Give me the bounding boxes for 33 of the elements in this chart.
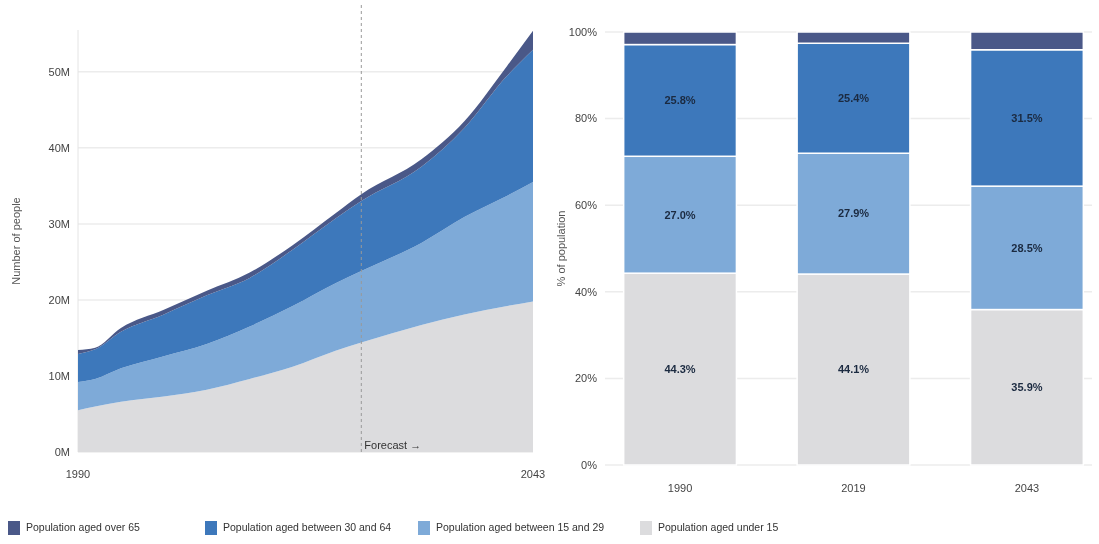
data-label: 25.8% [664,94,696,107]
y-tick-label: 0M [54,445,70,458]
data-label: 28.5% [1011,241,1043,254]
x-tick-label: 2043 [520,468,546,480]
legend-label: Population aged under 15 [658,521,779,534]
data-label: 44.1% [837,363,870,376]
y-tick-label: 10M [48,369,70,382]
y-axis-title: Number of people [10,197,22,285]
y-tick-label: 60% [574,199,598,212]
y-tick-label: 0% [581,458,598,471]
y-tick-label: 50M [48,65,70,78]
legend-label: Population aged over 65 [26,521,140,534]
ref-line-label: Forecast → [364,439,422,451]
data-label: 27.9% [837,207,870,220]
y-tick-label: 20% [574,372,598,385]
data-label: 25.4% [837,92,870,105]
y-tick-label: 20M [48,293,70,306]
x-tick-label: 1990 [667,482,693,494]
data-label: 35.9% [1011,381,1043,394]
legend-label: Population aged between 15 and 29 [436,521,605,534]
x-tick-label: 2043 [1014,482,1040,494]
y-tick-label: 80% [574,112,598,125]
x-tick-label: 1990 [65,468,91,480]
x-tick-label: 2019 [841,482,866,494]
y-axis-title: % of population [555,210,567,287]
legend-label: Population aged between 30 and 64 [223,521,392,534]
y-tick-label: 100% [568,25,598,38]
y-tick-label: 40M [48,141,70,154]
data-label: 31.5% [1011,111,1043,124]
data-label: 27.0% [664,208,696,221]
y-tick-label: 30M [48,217,70,230]
data-label: 44.3% [664,362,696,375]
y-tick-label: 40% [574,285,598,298]
